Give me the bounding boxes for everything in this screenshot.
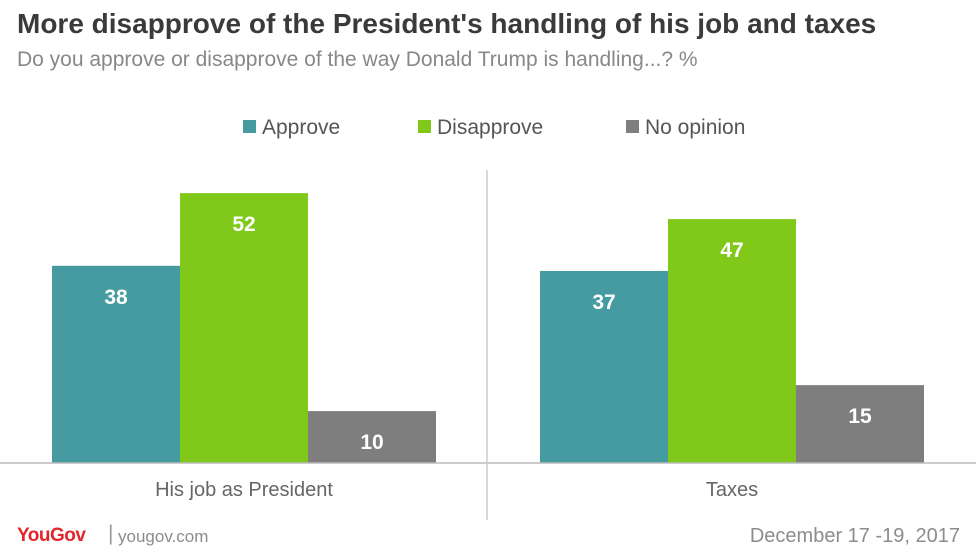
bar-his-job-as-president-disapprove	[180, 193, 308, 463]
legend: Approve Disapprove No opinion	[243, 116, 745, 139]
survey-date: December 17 -19, 2017	[749, 525, 960, 547]
bar-taxes-no-opinion	[796, 385, 924, 463]
legend-swatch-approve	[243, 120, 256, 133]
bar-chart: Approve Disapprove No opinion 38 52 10 37 47 15…	[0, 116, 976, 520]
bar-his-job-as-president-approve	[52, 265, 180, 463]
legend-label-no-opinion: No opinion	[645, 116, 745, 139]
data-label-taxes-disapprove: 47	[720, 239, 743, 262]
legend-label-approve: Approve	[262, 116, 340, 139]
data-label-his-job-as-president-no-opinion: 10	[360, 431, 383, 454]
legend-swatch-disapprove	[418, 120, 431, 133]
yougov-logo: YouGov	[17, 525, 86, 546]
bar-taxes-disapprove	[668, 219, 796, 463]
bar-his-job-as-president-no-opinion	[308, 411, 436, 463]
data-label-taxes-no-opinion: 15	[848, 405, 872, 428]
chart-title: More disapprove of the President's handl…	[17, 8, 877, 39]
data-label-taxes-approve: 37	[592, 291, 615, 314]
data-label-his-job-as-president-disapprove: 52	[232, 213, 255, 236]
footer-url: yougov.com	[118, 527, 209, 546]
chart-subtitle: Do you approve or disapprove of the way …	[17, 48, 698, 71]
legend-label-disapprove: Disapprove	[437, 116, 543, 139]
bar-taxes-approve	[540, 270, 668, 463]
data-label-his-job-as-president-approve: 38	[104, 286, 128, 309]
footer-separator: |	[108, 522, 114, 545]
bars: 38 52 10 37 47 15	[52, 193, 924, 463]
legend-swatch-no-opinion	[626, 120, 639, 133]
x-axis: His job as President Taxes	[0, 170, 976, 520]
category-label-taxes: Taxes	[706, 479, 758, 501]
category-label-his-job-as-president: His job as President	[155, 479, 333, 501]
